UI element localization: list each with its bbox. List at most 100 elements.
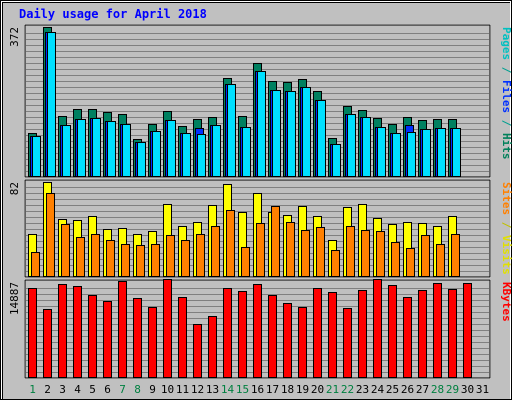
x-tick-label: 13 [206, 383, 219, 396]
bar-kbytes-day-2 [43, 309, 52, 378]
bar-kbytes-day-21 [328, 292, 337, 378]
bar-kbytes-day-13 [208, 316, 217, 378]
bar-kbytes-day-28 [433, 283, 442, 378]
x-tick-label: 25 [386, 383, 399, 396]
x-tick-label: 11 [176, 383, 189, 396]
bar-pages-day-29 [452, 128, 461, 177]
axis-label-part: / [500, 215, 512, 235]
x-tick-label: 18 [281, 383, 294, 396]
bar-kbytes-day-8 [133, 298, 142, 378]
bar-pages-day-20 [317, 100, 326, 177]
axis-label-part: Pages [500, 27, 512, 60]
bar-kbytes-day-29 [448, 289, 457, 378]
bar-pages-day-21 [332, 144, 341, 177]
bar-kbytes-day-22 [343, 308, 352, 378]
bar-sites-day-15 [241, 247, 250, 277]
bar-sites-day-1 [31, 252, 40, 277]
axis-label-part: / [500, 113, 512, 133]
bar-sites-day-19 [301, 230, 310, 277]
bar-sites-day-28 [436, 244, 445, 277]
y-max-label-sites-visits: 82 [8, 182, 21, 195]
x-tick-label: 27 [416, 383, 429, 396]
chart-title: Daily usage for April 2018 [19, 7, 207, 21]
bar-pages-day-9 [152, 131, 161, 177]
panel-pages-files-hits: 372 Pages / Files / Hits [8, 24, 512, 178]
axis-label-pages-files-hits: Pages / Files / Hits [500, 27, 512, 160]
bar-kbytes-day-24 [373, 279, 382, 378]
x-tick-label: 19 [296, 383, 309, 396]
bar-pages-day-3 [62, 125, 71, 177]
axis-label-part: Hits [500, 133, 512, 160]
bar-sites-day-3 [61, 224, 70, 277]
bar-sites-day-29 [451, 234, 460, 277]
bar-pages-day-8 [137, 142, 146, 177]
x-tick-label: 9 [149, 383, 156, 396]
bar-pages-day-11 [182, 133, 191, 177]
bar-pages-day-13 [212, 125, 221, 177]
bar-kbytes-day-27 [418, 290, 427, 378]
bar-kbytes-day-23 [358, 290, 367, 378]
bar-sites-day-8 [136, 245, 145, 277]
x-tick-label: 20 [311, 383, 324, 396]
bar-pages-day-2 [47, 32, 56, 177]
bar-kbytes-day-11 [178, 297, 187, 378]
bar-kbytes-day-19 [298, 307, 307, 378]
bar-pages-day-6 [107, 121, 116, 177]
x-tick-label: 5 [89, 383, 96, 396]
bar-pages-day-1 [32, 136, 41, 177]
bars-kbytes [28, 279, 472, 378]
bar-sites-day-22 [346, 226, 355, 277]
bars-sites-visits [28, 182, 460, 277]
bar-sites-day-14 [226, 210, 235, 277]
x-tick-label: 26 [401, 383, 414, 396]
bar-pages-day-23 [362, 117, 371, 177]
bar-kbytes-day-7 [118, 281, 127, 378]
x-tick-label: 21 [326, 383, 339, 396]
bar-sites-day-11 [181, 240, 190, 277]
bar-pages-day-26 [407, 132, 416, 177]
bar-sites-day-21 [331, 250, 340, 277]
bar-sites-day-12 [196, 234, 205, 277]
y-max-label-pages-files-hits: 372 [8, 27, 21, 47]
bar-pages-day-10 [167, 120, 176, 177]
bar-kbytes-day-10 [163, 279, 172, 378]
bar-kbytes-day-17 [268, 295, 277, 378]
bars-pages-files-hits [28, 27, 461, 177]
x-tick-label: 12 [191, 383, 204, 396]
bar-sites-day-13 [211, 226, 220, 277]
bar-sites-day-2 [46, 193, 55, 277]
bar-sites-day-24 [376, 231, 385, 277]
bar-pages-day-18 [287, 91, 296, 177]
axis-label-part: KBytes [500, 282, 512, 322]
bar-sites-day-23 [361, 230, 370, 277]
bar-kbytes-day-25 [388, 285, 397, 378]
bar-kbytes-day-6 [103, 301, 112, 378]
x-tick-label: 23 [356, 383, 369, 396]
bar-kbytes-day-26 [403, 297, 412, 378]
bar-pages-day-24 [377, 127, 386, 177]
x-tick-label: 22 [341, 383, 354, 396]
bar-kbytes-day-3 [58, 284, 67, 378]
x-tick-label: 8 [134, 383, 141, 396]
bar-sites-day-18 [286, 222, 295, 277]
bar-kbytes-day-9 [148, 307, 157, 378]
bar-kbytes-day-20 [313, 288, 322, 378]
bar-pages-day-28 [437, 128, 446, 177]
bar-pages-day-25 [392, 133, 401, 177]
bar-kbytes-day-4 [73, 286, 82, 378]
bar-pages-day-17 [272, 90, 281, 177]
x-tick-label: 15 [236, 383, 249, 396]
bar-pages-day-5 [92, 118, 101, 177]
bar-kbytes-day-5 [88, 295, 97, 378]
x-tick-label: 6 [104, 383, 111, 396]
x-tick-label: 24 [371, 383, 385, 396]
bar-sites-day-25 [391, 242, 400, 277]
bar-sites-day-16 [256, 223, 265, 277]
bar-kbytes-day-15 [238, 291, 247, 378]
x-tick-label: 14 [221, 383, 235, 396]
axis-label-part: Sites [500, 182, 512, 215]
axis-label-kbytes: KBytes [500, 282, 512, 322]
axis-label-part: Visits [500, 235, 512, 275]
bar-pages-day-14 [227, 84, 236, 177]
